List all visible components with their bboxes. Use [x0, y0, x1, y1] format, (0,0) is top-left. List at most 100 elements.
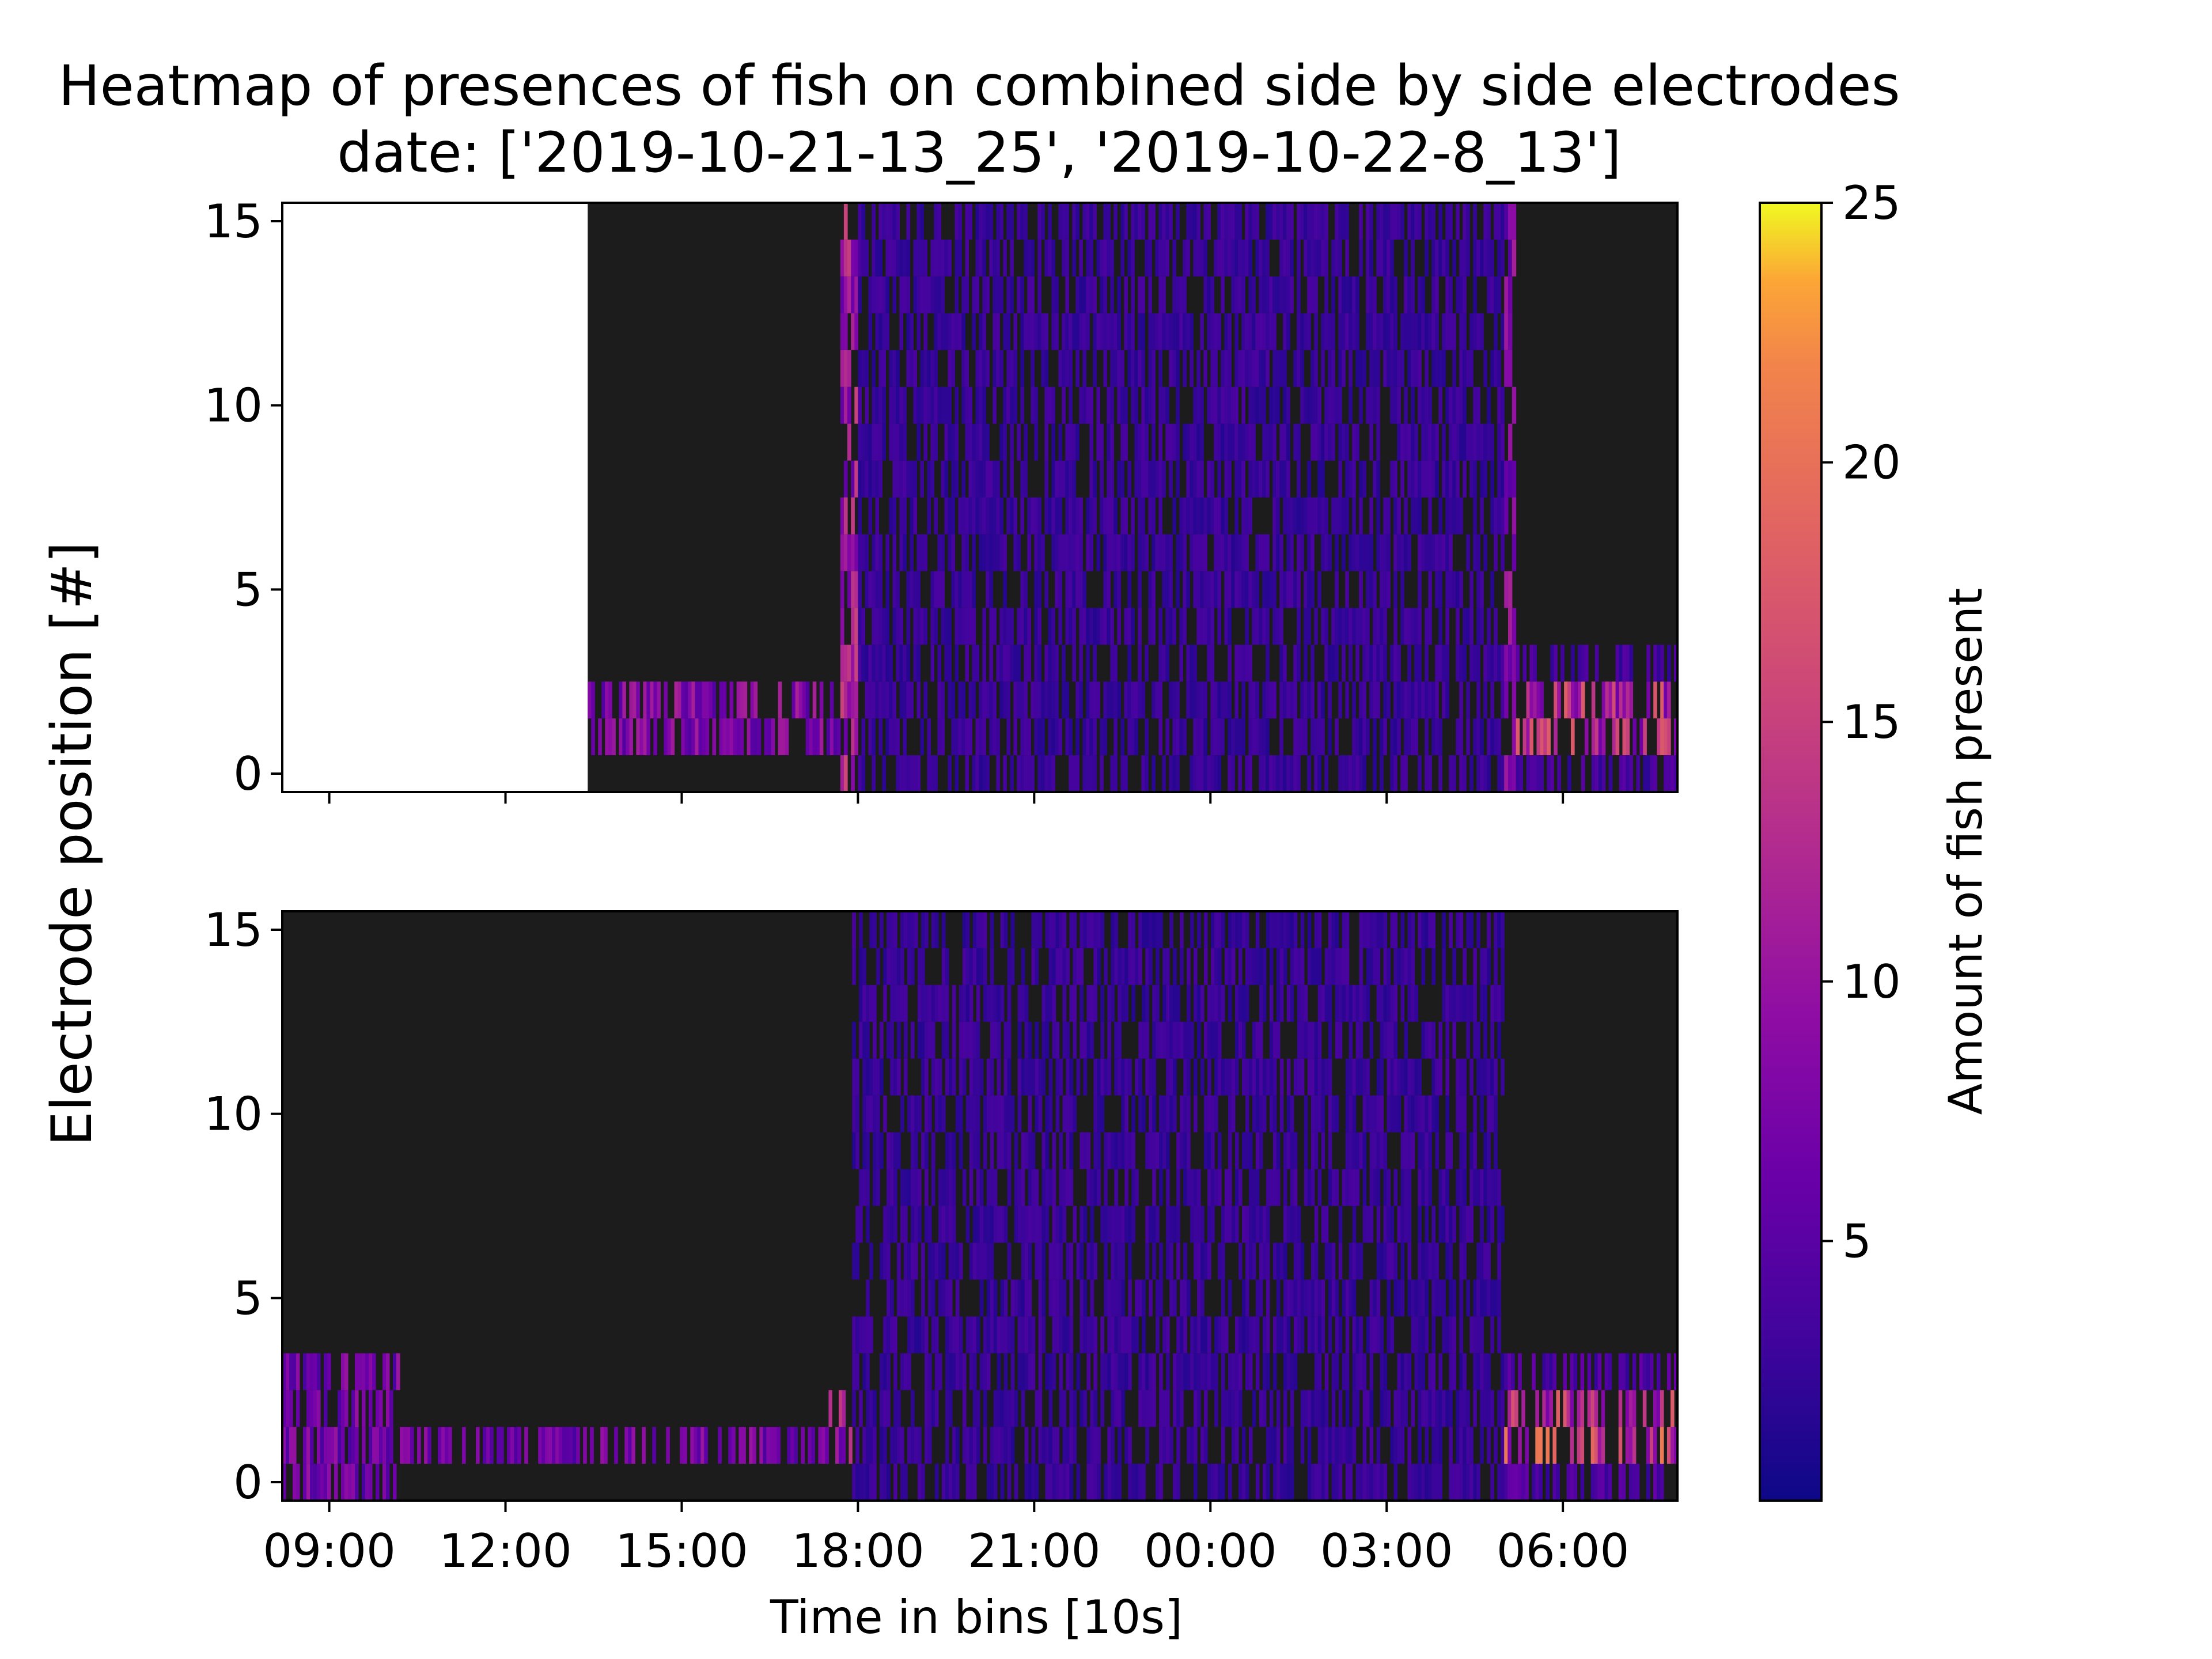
heatmap-cell — [958, 239, 962, 276]
heatmap-cell — [1138, 1353, 1142, 1391]
heatmap-cell — [1459, 1427, 1463, 1464]
heatmap-cell — [1131, 911, 1135, 948]
heatmap-cell — [899, 423, 903, 461]
heatmap-cell — [1321, 1427, 1325, 1464]
heatmap-cell — [986, 460, 990, 498]
heatmap-cell — [1335, 984, 1339, 1022]
heatmap-cell — [1100, 1058, 1104, 1096]
heatmap-cell — [1369, 313, 1373, 350]
heatmap-cell — [1310, 571, 1315, 608]
heatmap-cell — [948, 239, 952, 276]
heatmap-cell — [892, 460, 896, 498]
heatmap-cell — [1414, 1279, 1418, 1317]
heatmap-cell — [925, 1021, 929, 1059]
heatmap-cell — [938, 1279, 942, 1317]
heatmap-cell — [904, 1243, 908, 1280]
heatmap-cell — [962, 1169, 967, 1206]
heatmap-cell — [1463, 423, 1467, 461]
heatmap-cell — [930, 387, 934, 424]
heatmap-cell — [1196, 350, 1200, 387]
heatmap-cell — [1010, 1353, 1015, 1391]
heatmap-cell — [861, 203, 865, 240]
heatmap-cell — [972, 313, 976, 350]
heatmap-cell — [906, 239, 910, 276]
heatmap-cell — [1387, 1243, 1391, 1280]
heatmap-cell — [1290, 984, 1294, 1022]
heatmap-cell — [1176, 276, 1180, 313]
heatmap-cell — [921, 1243, 925, 1280]
heatmap-cell — [1172, 350, 1176, 387]
heatmap-cell — [1183, 1095, 1187, 1132]
colorbar-tick-label: 20 — [1842, 436, 1901, 490]
heatmap-cell — [1093, 203, 1097, 240]
heatmap-cell — [1307, 681, 1311, 719]
heatmap-cell — [1186, 203, 1190, 240]
heatmap-cell — [1487, 387, 1491, 424]
heatmap-cell — [1390, 1206, 1395, 1243]
heatmap-cell — [1176, 1206, 1180, 1243]
heatmap-cell — [1037, 608, 1041, 645]
heatmap-cell — [1290, 1464, 1294, 1501]
heatmap-cell — [1300, 203, 1304, 240]
heatmap-cell — [945, 1206, 949, 1243]
heatmap-cell — [958, 313, 962, 350]
heatmap-cell — [1300, 1058, 1305, 1096]
heatmap-cell — [1442, 1169, 1446, 1206]
heatmap-cell — [1425, 755, 1429, 792]
heatmap-cell — [1048, 984, 1053, 1022]
heatmap-cell — [1345, 1169, 1350, 1206]
heatmap-cell — [1051, 755, 1055, 792]
heatmap-cell — [1134, 423, 1138, 461]
heatmap-cell — [1297, 1058, 1301, 1096]
heatmap-cell — [1110, 387, 1114, 424]
heatmap-cell — [1438, 203, 1442, 240]
heatmap-cell — [1176, 1243, 1180, 1280]
heatmap-cell — [1328, 1169, 1332, 1206]
heatmap-cell — [1359, 1021, 1363, 1059]
heatmap-cell — [1172, 608, 1176, 645]
heatmap-cell — [899, 497, 903, 535]
heatmap-cell — [1283, 1132, 1287, 1169]
heatmap-cell — [1221, 1464, 1225, 1501]
heatmap-cell — [1387, 239, 1391, 276]
heatmap-cell — [1300, 681, 1304, 719]
heatmap-cell — [1007, 1390, 1012, 1427]
heatmap-cell — [1086, 276, 1090, 313]
heatmap-cell — [313, 1353, 317, 1391]
heatmap-cell — [1335, 239, 1339, 276]
heatmap-cell — [1400, 1353, 1405, 1391]
heatmap-cell — [990, 1058, 994, 1096]
heatmap-cell — [882, 423, 886, 461]
heatmap-cell — [1166, 1243, 1170, 1280]
heatmap-cell — [809, 718, 813, 755]
heatmap-cell — [1279, 718, 1283, 755]
heatmap-cell — [1342, 755, 1346, 792]
heatmap-cell — [1476, 608, 1480, 645]
heatmap-cell — [1449, 1206, 1453, 1243]
heatmap-cell — [1400, 1279, 1405, 1317]
heatmap-cell — [1407, 1206, 1412, 1243]
heatmap-cell — [906, 681, 910, 719]
heatmap-cell — [854, 276, 858, 313]
heatmap-cell — [541, 1427, 546, 1464]
heatmap-cell — [1224, 203, 1228, 240]
heatmap-cell — [1369, 1353, 1374, 1391]
heatmap-cell — [1073, 1206, 1077, 1243]
heatmap-cell — [296, 1390, 300, 1427]
heatmap-cell — [1169, 1206, 1173, 1243]
heatmap-cell — [1445, 497, 1449, 535]
heatmap-cell — [1003, 1390, 1008, 1427]
heatmap-cell — [1345, 1095, 1350, 1132]
heatmap-cell — [1090, 911, 1094, 948]
heatmap-cell — [1328, 1316, 1332, 1354]
heatmap-cell — [1013, 534, 1017, 571]
heatmap-cell — [1376, 534, 1380, 571]
heatmap-cell — [1272, 534, 1277, 571]
heatmap-cell — [1079, 276, 1083, 313]
heatmap-cell — [1234, 718, 1238, 755]
heatmap-cell — [952, 1427, 956, 1464]
heatmap-cell — [1252, 1316, 1256, 1354]
heatmap-cell — [1110, 755, 1114, 792]
heatmap-cell — [1373, 755, 1377, 792]
heatmap-cell — [1449, 1353, 1453, 1391]
